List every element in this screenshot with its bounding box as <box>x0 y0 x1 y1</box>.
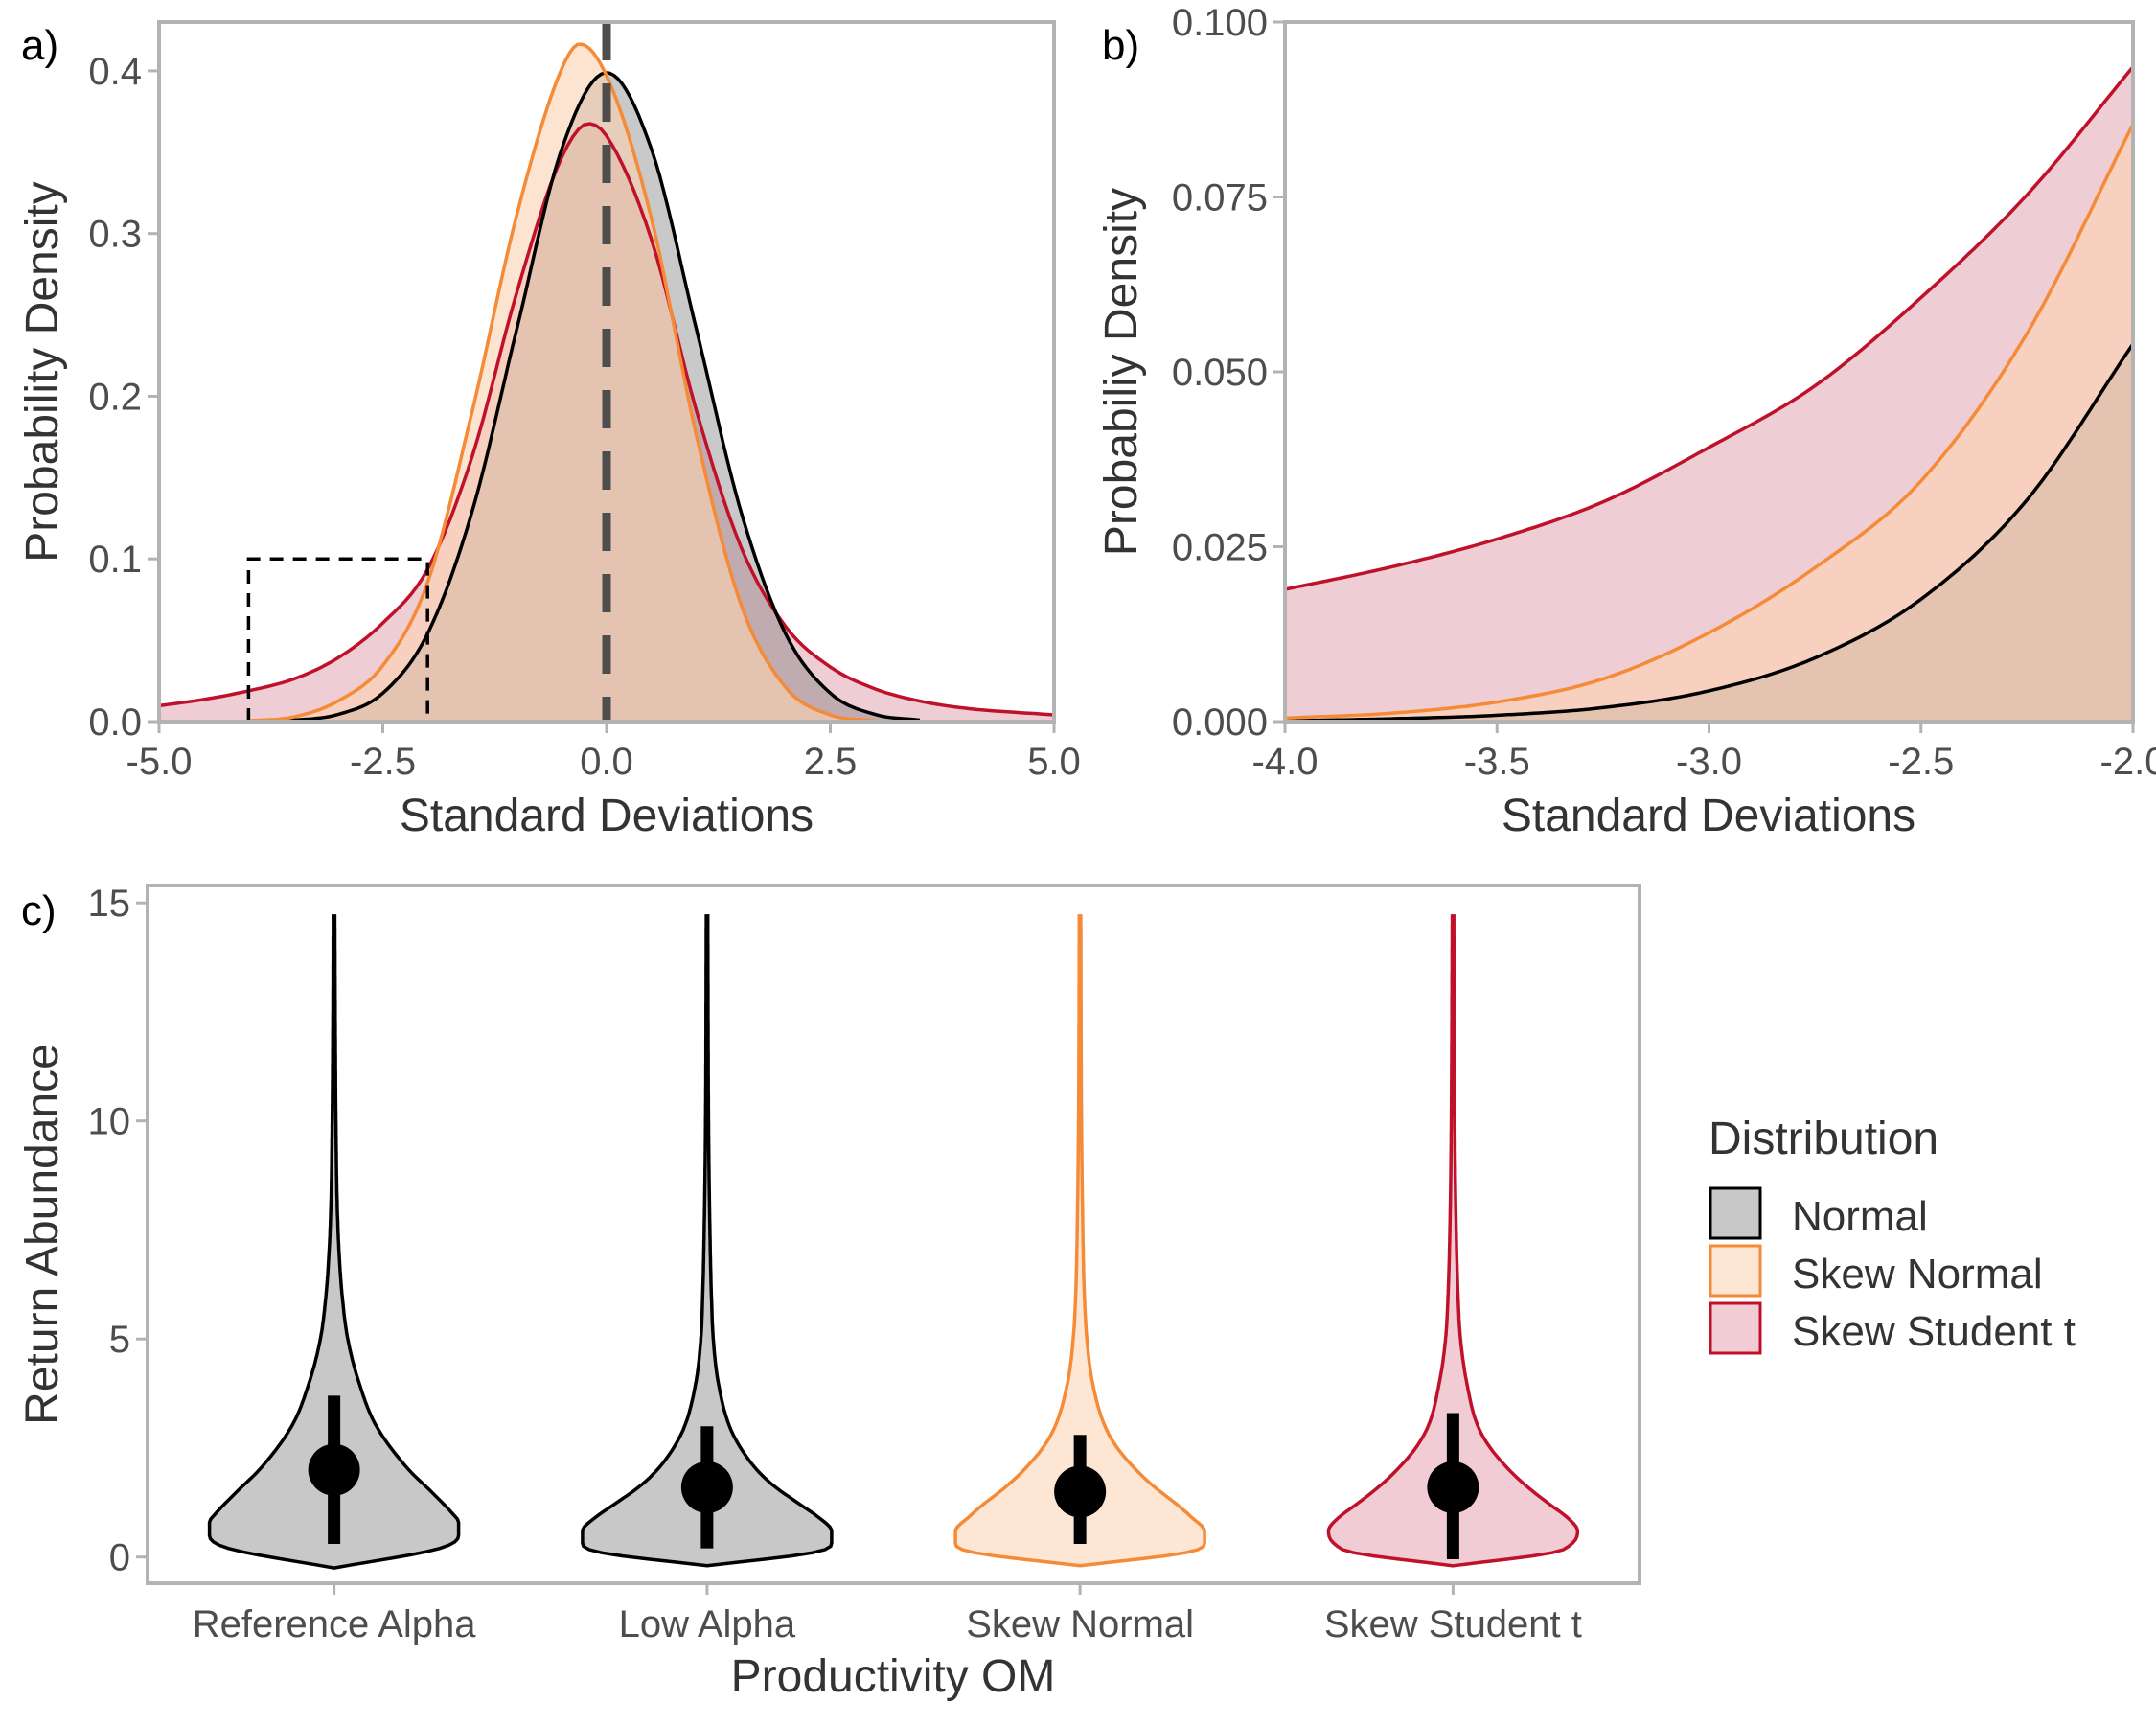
legend-title: Distribution <box>1709 1114 1938 1164</box>
legend-item-skew-student-t: Skew Student t <box>1792 1308 2076 1355</box>
median-point-skew-student-t <box>1427 1460 1479 1513</box>
panel-b-x-tick-label: -3.0 <box>1676 741 1742 783</box>
panel-c-violins <box>207 914 1580 1570</box>
panel-c-x-tick-label: Skew Normal <box>966 1603 1194 1645</box>
skew-normal-swatch-icon <box>1709 1244 1762 1298</box>
panel-c-y-ticks: 0 5 10 15 <box>88 883 146 1579</box>
panel-b-x-tick-label: -4.0 <box>1252 741 1319 783</box>
panel-a-density-plot: -5.0 -2.5 0.0 2.5 5.0 0.0 0.1 0.2 0.3 0.4 a) Sta… <box>17 20 1081 841</box>
panel-b-y-tick-label: 0.025 <box>1172 527 1268 569</box>
panel-a-y-tick-label: 0.4 <box>88 51 142 93</box>
panel-a-x-tick-label: 0.0 <box>580 741 633 783</box>
panel-a-x-axis-title: Standard Deviations <box>400 791 814 841</box>
panel-c-violin-plot: Reference Alpha Low Alpha Skew Normal Skew … <box>17 883 1641 1702</box>
panel-c-x-axis-title: Productivity OM <box>731 1651 1056 1702</box>
panel-a-area-skew-normal <box>248 44 876 723</box>
panel-b-frame <box>1283 20 2135 724</box>
violin-low-alpha <box>581 914 834 1568</box>
panel-a-y-ticks: 0.0 0.1 0.2 0.3 0.4 <box>88 51 157 744</box>
panel-a-y-tick-label: 0.3 <box>88 214 142 256</box>
panel-a-x-tick-label: 2.5 <box>804 741 858 783</box>
panel-a-x-tick-label: -2.5 <box>350 741 416 783</box>
panel-b-y-tick-label: 0.075 <box>1172 177 1268 219</box>
panel-b-x-axis-title: Standard Deviations <box>1502 791 1915 841</box>
panel-c-x-tick-label: Skew Student t <box>1324 1603 1582 1645</box>
panel-a-y-axis-title: Probability Density <box>17 181 68 563</box>
panel-c-label: c) <box>21 887 57 934</box>
panel-b-zoomed-tail-plot: -4.0 -3.5 -3.0 -2.5 -2.0 0.000 0.025 0.050 0.07… <box>1096 2 2156 841</box>
panel-c-y-tick-label: 15 <box>88 883 131 925</box>
panel-b-x-tick-label: -2.0 <box>2100 741 2156 783</box>
panel-b-y-tick-label: 0.000 <box>1172 702 1268 744</box>
panel-a-annotations <box>246 22 611 722</box>
panel-a-line-skew-student-t <box>158 122 1055 717</box>
panel-c-frame <box>146 884 1641 1585</box>
panel-b-area-skew-normal <box>1285 124 2133 723</box>
panel-b-label: b) <box>1102 22 1139 69</box>
panel-b-line-skew-normal <box>1284 123 2135 721</box>
panel-a-line-skew-normal <box>248 42 876 723</box>
panel-b-y-tick-label: 0.050 <box>1172 352 1268 394</box>
violin-skew-student-t <box>1326 914 1580 1568</box>
panel-a-y-tick-label: 0.1 <box>88 539 142 581</box>
violin-reference-alpha <box>207 914 461 1570</box>
legend-item-skew-normal: Skew Normal <box>1792 1251 2043 1298</box>
panel-a-y-tick-label: 0.2 <box>88 376 142 418</box>
median-point-low-alpha <box>680 1460 733 1513</box>
panel-c-y-axis-title: Return Abundance <box>17 1044 68 1425</box>
panel-c-y-tick-label: 10 <box>88 1101 131 1143</box>
panel-b-x-tick-label: -3.5 <box>1464 741 1530 783</box>
panel-a-line-normal <box>248 71 921 724</box>
panel-b-lines <box>1284 65 2135 724</box>
panel-c-y-tick-label: 0 <box>109 1537 130 1579</box>
panel-a-x-tick-label: 5.0 <box>1027 741 1081 783</box>
legend: Distribution Normal Skew Normal Skew Stu… <box>1709 1114 2076 1355</box>
violin-skew-normal <box>953 914 1206 1568</box>
panel-a-x-tick-label: -5.0 <box>126 741 193 783</box>
panel-b-x-ticks: -4.0 -3.5 -3.0 -2.5 -2.0 <box>1252 724 2156 783</box>
panel-b-y-ticks: 0.000 0.025 0.050 0.075 0.100 <box>1172 2 1283 744</box>
skew-student-t-swatch-icon <box>1709 1301 1762 1355</box>
panel-a-label: a) <box>21 22 58 69</box>
median-point-reference-alpha <box>308 1443 360 1496</box>
zoom-box-outline <box>246 557 429 722</box>
panel-a-frame <box>157 20 1056 724</box>
panel-a-lines <box>158 42 1055 724</box>
panel-c-x-ticks: Reference Alpha Low Alpha Skew Normal Skew … <box>193 1585 1582 1645</box>
panel-b-y-axis-title: Probabiliy Density <box>1096 188 1147 556</box>
panel-b-x-tick-label: -2.5 <box>1888 741 1954 783</box>
panel-b-line-normal <box>1284 342 2135 724</box>
panel-b-y-tick-label: 0.100 <box>1172 2 1268 44</box>
panel-c-y-tick-label: 5 <box>109 1319 130 1361</box>
panel-b-fills <box>1285 66 2133 723</box>
panel-a-y-tick-label: 0.0 <box>88 702 142 744</box>
panel-b-line-skew-student-t <box>1284 65 2135 591</box>
panel-a-x-ticks: -5.0 -2.5 0.0 2.5 5.0 <box>126 724 1081 783</box>
normal-swatch-icon <box>1709 1186 1762 1240</box>
panel-c-x-tick-label: Low Alpha <box>619 1603 796 1645</box>
median-point-skew-normal <box>1054 1465 1107 1518</box>
legend-item-normal: Normal <box>1792 1193 1928 1240</box>
panel-c-x-tick-label: Reference Alpha <box>193 1603 477 1645</box>
